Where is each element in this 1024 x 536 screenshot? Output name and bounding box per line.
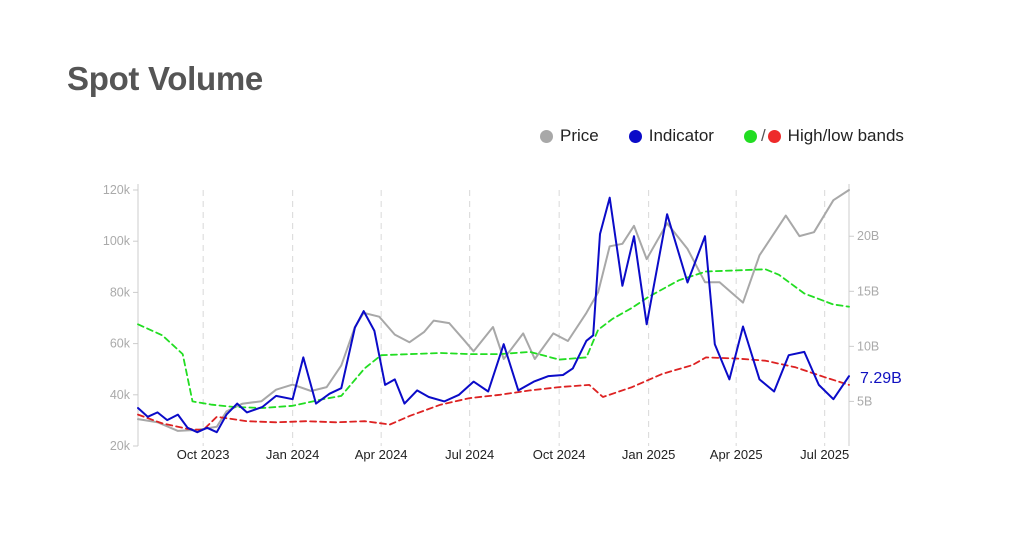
right-axis-tick-label: 15B <box>857 284 879 298</box>
x-tick-label: Jul 2024 <box>445 447 494 462</box>
left-axis-tick-label: 40k <box>110 388 131 402</box>
x-tick-label: Jan 2025 <box>622 447 676 462</box>
x-tick-label: Jan 2024 <box>266 447 320 462</box>
left-axis-tick-label: 100k <box>103 234 131 248</box>
legend-price-dot-icon <box>540 129 553 143</box>
x-tick-label: Apr 2025 <box>710 447 763 462</box>
left-axis-tick-label: 80k <box>110 285 131 299</box>
left-axis-tick-label: 60k <box>110 337 131 351</box>
legend-price-label: Price <box>560 126 599 145</box>
chart-legend: Price Indicator / High/low bands <box>540 126 904 146</box>
axis-layer: Oct 2023 Jan 2024 Apr 2024 Jul 2024 Oct 2024… <box>103 183 879 462</box>
legend-high-band-dot-icon <box>743 129 757 143</box>
high-band-series-line <box>137 268 850 409</box>
legend-low-band-dot-icon <box>767 129 781 143</box>
legend-item-price[interactable]: Price <box>540 126 599 146</box>
page-title: Spot Volume <box>67 60 263 97</box>
left-axis-tick-label: 20k <box>110 439 131 453</box>
indicator-series-line <box>137 196 850 434</box>
left-axis-tick-label: 120k <box>103 183 131 197</box>
legend-bands-slash: / <box>760 126 766 145</box>
x-tick-label: Oct 2023 <box>177 447 230 462</box>
legend-item-indicator[interactable]: Indicator <box>628 126 714 146</box>
price-series-line <box>137 189 850 432</box>
legend-indicator-dot-icon <box>628 129 642 143</box>
right-axis-tick-label: 5B <box>857 394 872 408</box>
legend-bands-label: High/low bands <box>787 126 904 145</box>
right-axis-tick-label: 20B <box>857 229 879 243</box>
low-band-series-line <box>137 356 850 431</box>
x-tick-label: Oct 2024 <box>533 447 586 462</box>
x-tick-label: Jul 2025 <box>800 447 849 462</box>
grid-layer <box>202 190 826 446</box>
x-tick-label: Apr 2024 <box>355 447 408 462</box>
series-layer <box>137 189 850 434</box>
right-axis-tick-label: 10B <box>857 339 879 353</box>
legend-indicator-label: Indicator <box>648 126 714 145</box>
indicator-last-value-label: 7.29B <box>860 370 902 387</box>
legend-item-bands[interactable]: / High/low bands <box>743 126 904 146</box>
